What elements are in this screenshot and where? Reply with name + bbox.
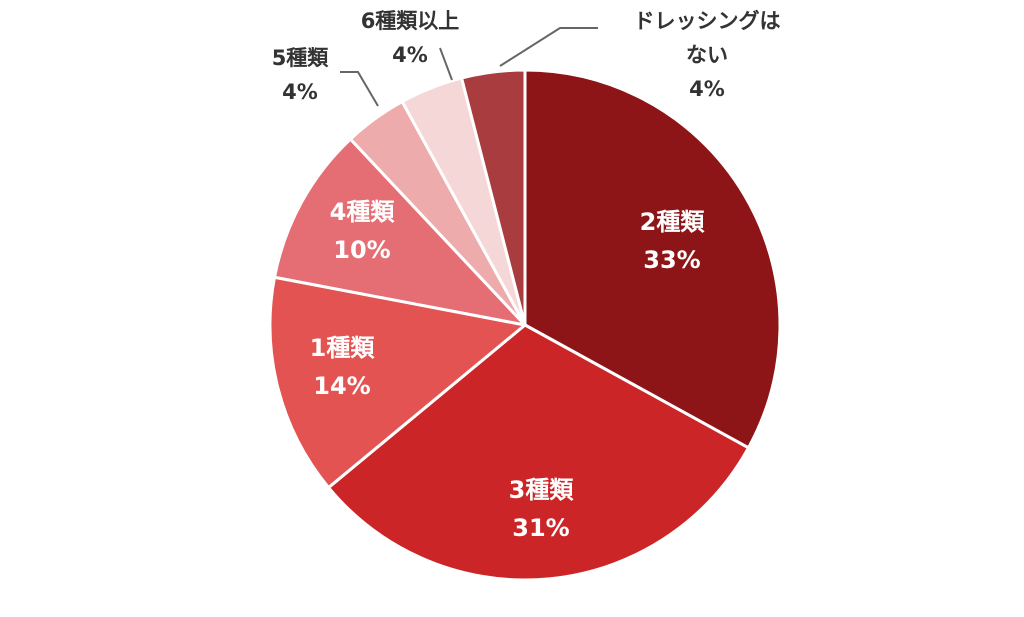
- slice-category-text: ない: [686, 43, 728, 67]
- pie-slice-7: [460, 68, 527, 327]
- pie-slice-3: [268, 275, 527, 490]
- slice-percent-text: 14%: [313, 372, 370, 400]
- slice-percent-text: 4%: [689, 77, 725, 101]
- slice-label-1: 2種類 33%: [640, 208, 706, 274]
- slice-category-text: 4種類: [330, 198, 396, 226]
- leader-line-6: [439, 47, 453, 81]
- pie-slice-2: [327, 323, 750, 582]
- pie-slice-4: [273, 137, 527, 327]
- slice-label-2: 3種類 31%: [509, 476, 575, 542]
- slice-category-text: 2種類: [640, 208, 706, 236]
- slice-label-7: ドレッシングはない 4%: [634, 9, 781, 101]
- slice-percent-text: 4%: [282, 80, 318, 104]
- slice-category-text: 5種類: [272, 46, 330, 70]
- slice-percent-text: 4%: [392, 43, 428, 67]
- slice-labels: 2種類 33%3種類 31%1種類 14%4種類 10%5種類 4%6種類以上 4%ドレッシ…: [272, 9, 781, 542]
- pie-slice-1: [523, 68, 782, 450]
- slice-label-6: 6種類以上 4%: [361, 9, 460, 67]
- slice-label-3: 1種類 14%: [310, 334, 376, 400]
- slice-percent-text: 33%: [643, 246, 700, 274]
- slice-percent-text: 10%: [333, 236, 390, 264]
- slice-label-4: 4種類 10%: [330, 198, 396, 264]
- pie-slices: [268, 68, 782, 582]
- leader-line-7: [499, 27, 598, 67]
- slice-category-text: 1種類: [310, 334, 376, 362]
- leader-lines: [340, 27, 598, 107]
- leader-line-5: [340, 71, 379, 107]
- slice-category-text: 3種類: [509, 476, 575, 504]
- slice-category-text: 6種類以上: [361, 9, 460, 33]
- slice-category-text: ドレッシングは: [634, 9, 781, 33]
- slice-percent-text: 31%: [512, 514, 569, 542]
- slice-label-5: 5種類 4%: [272, 46, 330, 104]
